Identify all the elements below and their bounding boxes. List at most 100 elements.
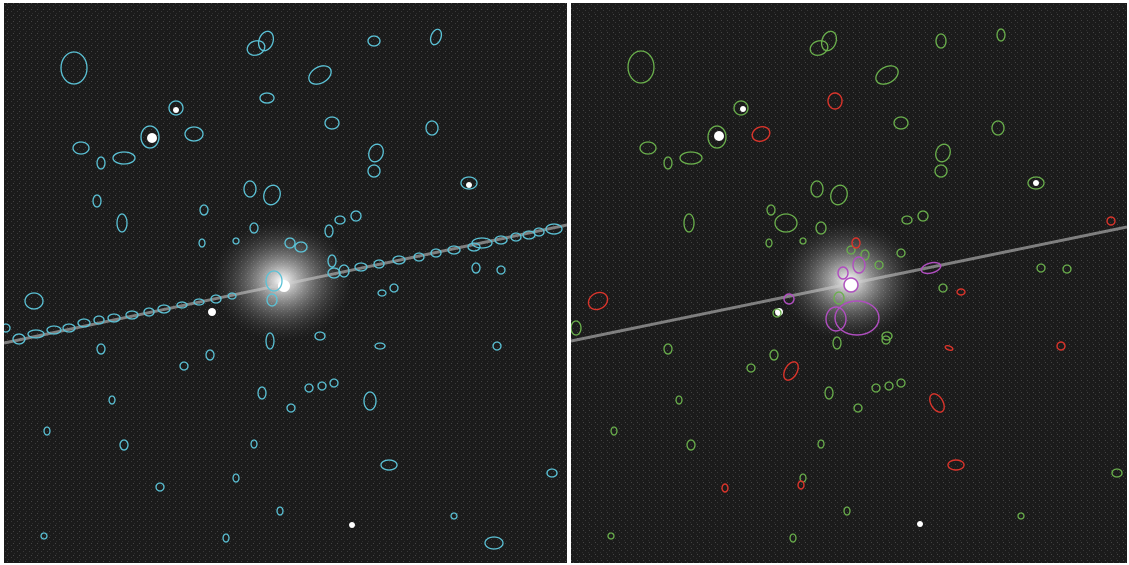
source-ellipse (179, 361, 189, 371)
source-ellipse (817, 439, 825, 449)
source-ellipse (324, 116, 340, 130)
source-ellipse (392, 255, 406, 265)
source-ellipse (832, 336, 842, 350)
source-ellipse (46, 325, 62, 335)
source-ellipse (263, 184, 281, 206)
source-ellipse (917, 210, 929, 222)
source-ellipse (354, 262, 368, 272)
source-ellipse (338, 264, 350, 278)
source-ellipse (871, 383, 881, 393)
source-ellipse (772, 308, 782, 318)
source-ellipse (834, 300, 880, 336)
source-ellipse (155, 482, 165, 492)
source-ellipse (77, 318, 91, 328)
source-ellipse (571, 320, 582, 336)
source-ellipse (686, 439, 696, 451)
source-ellipse (881, 335, 891, 345)
source-ellipse (799, 237, 807, 245)
source-ellipse (810, 180, 824, 198)
source-ellipse (143, 307, 155, 317)
source-ellipse (467, 242, 481, 252)
source-ellipse (683, 213, 695, 233)
source-ellipse (860, 249, 870, 261)
source-ellipse (96, 156, 106, 170)
left-sky-image (4, 3, 567, 563)
source-ellipse (460, 176, 478, 190)
source-ellipse (815, 221, 827, 235)
bright-stars (147, 107, 472, 528)
source-ellipse (257, 30, 275, 52)
source-ellipse (140, 125, 160, 149)
source-ellipse (363, 391, 377, 411)
source-ellipse (765, 238, 773, 248)
source-ellipse (1017, 512, 1025, 520)
source-ellipse (833, 291, 845, 305)
source-ellipse (896, 378, 906, 388)
source-ellipse (607, 532, 615, 540)
source-ellipse (250, 439, 258, 449)
source-ellipse (746, 363, 756, 373)
source-ellipse (389, 283, 399, 293)
source-ellipse (934, 164, 948, 178)
source-ellipse (12, 333, 26, 345)
source-ellipse (820, 30, 838, 52)
source-ellipse (675, 395, 683, 405)
source-ellipse (157, 304, 171, 314)
source-ellipse (920, 261, 942, 275)
source-ellipse (846, 245, 856, 255)
source-ellipse (721, 483, 729, 493)
source-ellipse (60, 51, 88, 85)
source-ellipse (210, 294, 222, 304)
source-ellipse (884, 381, 894, 391)
source-ellipse (853, 403, 863, 413)
source-ellipse (494, 235, 508, 245)
source-ellipse (205, 349, 215, 361)
source-ellipse (429, 28, 443, 46)
bright-stars (714, 106, 1039, 527)
source-ellipse (447, 245, 461, 255)
source-ellipse (545, 223, 563, 235)
red-ellipses (587, 92, 1116, 493)
source-ellipse (232, 237, 240, 245)
source-ellipse (222, 533, 230, 543)
source-ellipse (377, 289, 387, 297)
source-ellipse (232, 473, 240, 483)
source-ellipse (1111, 468, 1123, 478)
source-ellipse (766, 204, 776, 216)
source-ellipse (663, 343, 673, 355)
source-ellipse (492, 341, 502, 351)
source-ellipse (286, 403, 296, 413)
source-ellipse (789, 533, 797, 543)
source-ellipse (257, 386, 267, 400)
magenta-ellipses (783, 256, 942, 336)
source-ellipse (327, 254, 337, 268)
source-ellipse (40, 532, 48, 540)
source-ellipse (707, 125, 727, 149)
source-ellipse (367, 164, 381, 178)
source-ellipse (901, 215, 913, 225)
source-ellipse (929, 393, 945, 413)
source-ellipse (112, 151, 136, 165)
source-ellipse (935, 143, 951, 163)
source-ellipse (116, 213, 128, 233)
source-ellipse (243, 180, 257, 198)
source-ellipse (413, 252, 425, 262)
source-ellipse (425, 120, 439, 136)
source-ellipse (276, 506, 284, 516)
source-ellipse (1062, 264, 1072, 274)
source-ellipse (996, 28, 1006, 42)
source-ellipse (119, 439, 129, 451)
source-ellipse (265, 332, 275, 350)
source-ellipse (484, 536, 504, 550)
source-ellipse (837, 266, 849, 280)
source-ellipse (769, 349, 779, 361)
source-ellipse (663, 156, 673, 170)
source-ellipse (1036, 263, 1046, 273)
source-ellipse (43, 426, 51, 436)
source-ellipse (827, 92, 843, 110)
source-ellipse (198, 238, 206, 248)
source-ellipse (96, 343, 106, 355)
source-ellipse (27, 329, 45, 339)
source-ellipse (350, 210, 362, 222)
source-ellipse (92, 194, 102, 208)
